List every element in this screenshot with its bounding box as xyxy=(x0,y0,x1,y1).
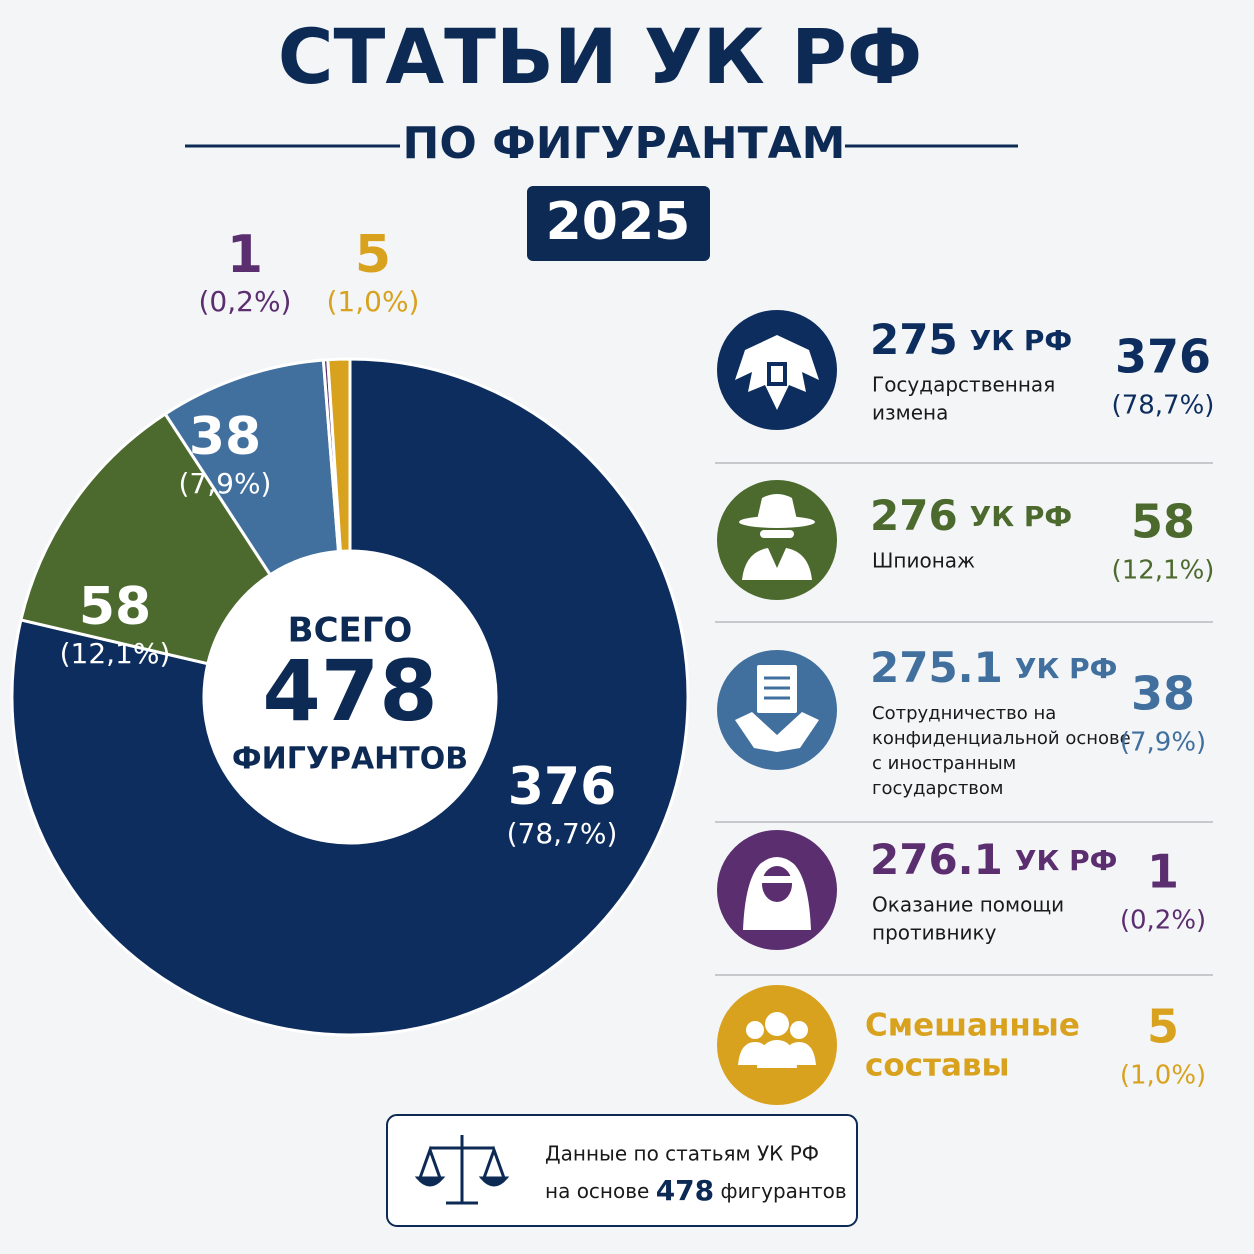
legend-description: конфиденциальной основе xyxy=(872,728,1131,749)
slice-value: 38 xyxy=(189,407,261,467)
slice-share: (1,0%) xyxy=(327,285,420,318)
title: СТАТЬИ УК РФ xyxy=(278,12,923,101)
footer-text: на основе xyxy=(545,1179,649,1203)
legend-suffix: УК РФ xyxy=(970,500,1073,533)
legend-description: противнику xyxy=(872,921,997,945)
footer-text: фигурантов xyxy=(721,1179,847,1203)
legend-suffix: УК РФ xyxy=(1015,652,1118,685)
legend-description: измена xyxy=(872,401,948,425)
footer-line: на основе 478 фигурантов xyxy=(545,1174,847,1207)
legend-value: 376 xyxy=(1115,330,1211,384)
legend-suffix: УК РФ xyxy=(1015,844,1118,877)
year: 2025 xyxy=(546,192,691,252)
slice-value: 58 xyxy=(79,577,151,637)
scales-icon xyxy=(414,1135,510,1205)
legend-description: государством xyxy=(872,778,1004,799)
footer-line: Данные по статьям УК РФ xyxy=(545,1142,819,1166)
slice-share: (12,1%) xyxy=(60,637,171,670)
legend-description: Шпионаж xyxy=(872,549,975,573)
legend-share: (0,2%) xyxy=(1120,906,1206,936)
legend-share: (1,0%) xyxy=(1120,1061,1206,1091)
legend-code: 275 xyxy=(870,315,958,364)
legend-name: составы xyxy=(865,1048,1010,1084)
group-icon xyxy=(738,1012,816,1068)
spy-icon xyxy=(739,494,815,580)
legend-description: Оказание помощи xyxy=(872,893,1064,917)
legend-suffix: УК РФ xyxy=(970,324,1073,357)
legend: 275 УК РФ Государственная измена 376 (78,7%) 2… xyxy=(715,315,1214,1091)
legend-value: 1 xyxy=(1147,845,1179,899)
legend-description: Государственная xyxy=(872,373,1055,397)
legend-heading: 275.1 УК РФ xyxy=(870,643,1117,692)
legend-code: 275.1 xyxy=(870,643,1003,692)
eagle-icon xyxy=(735,335,819,410)
subtitle: ПО ФИГУРАНТАМ xyxy=(403,118,846,169)
slice-value: 376 xyxy=(508,757,617,817)
donut-hole xyxy=(204,551,496,843)
center-label: ВСЕГО xyxy=(288,611,413,651)
center-total: 478 xyxy=(262,642,437,740)
slice-value: 5 xyxy=(355,225,391,285)
legend-heading: 276.1 УК РФ xyxy=(870,835,1117,884)
icons xyxy=(735,335,819,1068)
handshake-icon xyxy=(735,665,819,752)
legend-share: (12,1%) xyxy=(1112,556,1215,586)
legend-share: (78,7%) xyxy=(1112,391,1215,421)
center-label: ФИГУРАНТОВ xyxy=(232,742,468,777)
year-badge xyxy=(527,186,710,261)
legend-heading: 276 УК РФ xyxy=(870,491,1072,540)
legend-value: 38 xyxy=(1131,667,1195,721)
slice-value: 1 xyxy=(227,225,263,285)
legend-value: 5 xyxy=(1147,1000,1179,1054)
legend-name: Смешанные xyxy=(865,1008,1080,1044)
slice-share: (78,7%) xyxy=(507,817,618,850)
slice-share: (0,2%) xyxy=(199,285,292,318)
legend-value: 58 xyxy=(1131,495,1195,549)
footer-box xyxy=(386,1114,858,1227)
legend-description: Сотрудничество на xyxy=(872,703,1056,724)
legend-code: 276 xyxy=(870,491,958,540)
legend-code: 276.1 xyxy=(870,835,1003,884)
hood-icon xyxy=(743,857,811,930)
footer-total: 478 xyxy=(656,1174,714,1207)
slice-share: (7,9%) xyxy=(179,467,272,500)
legend-share: (7,9%) xyxy=(1120,728,1206,758)
legend-description: с иностранным xyxy=(872,753,1016,774)
legend-heading: 275 УК РФ xyxy=(870,315,1072,364)
